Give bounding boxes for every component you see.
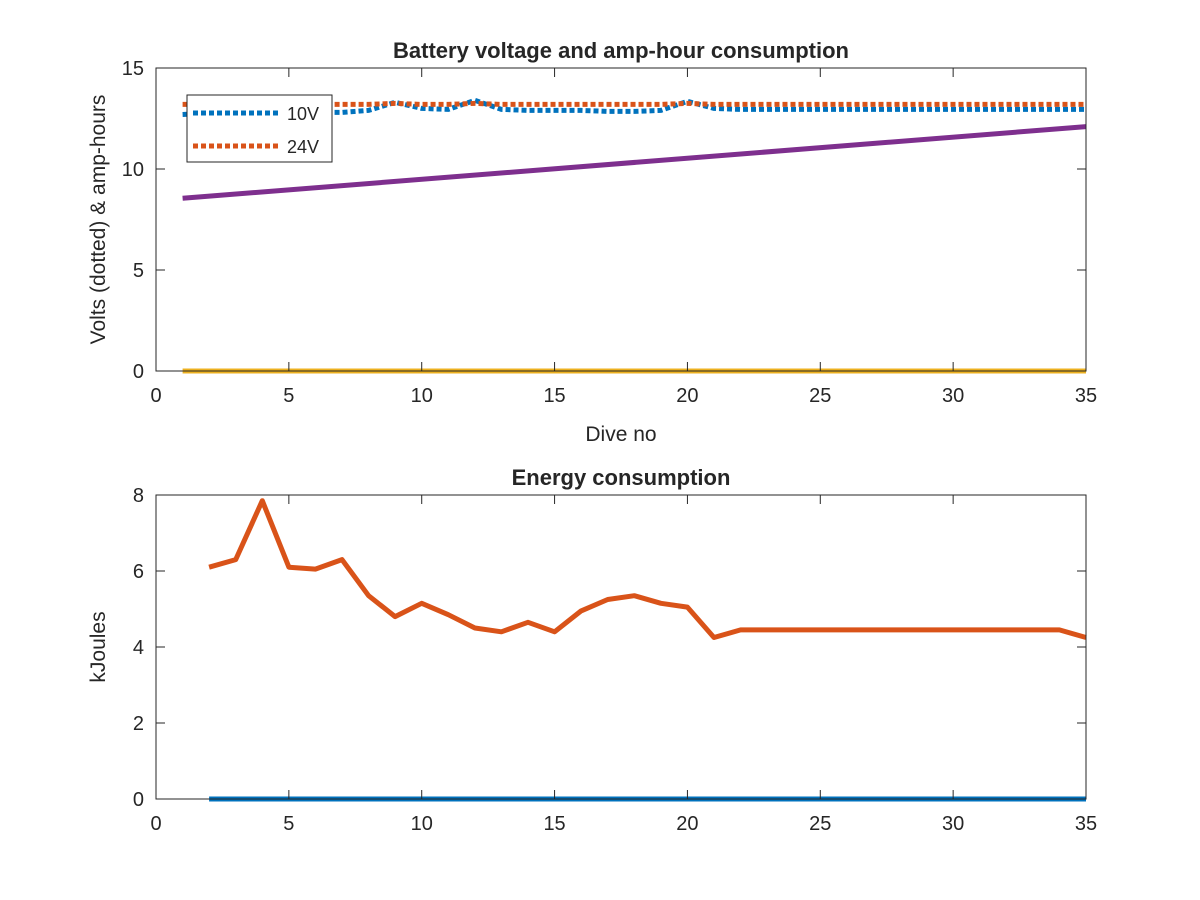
voltage-x-axis-label: Dive no [585,423,656,446]
energy-x-tick-label: 5 [283,813,294,835]
voltage-chart-title: Battery voltage and amp-hour consumption [393,38,849,63]
energy-ticks-layer: 0 5 10 15 20 25 30 35 0 2 4 6 8 [133,485,1097,835]
voltage-legend: 10V 24V [186,94,333,163]
legend-label-24v: 24V [287,137,319,157]
voltage-axes-box [155,67,1087,372]
voltage-x-tick-label: 20 [676,385,698,407]
energy-x-tick-label: 0 [150,813,161,835]
energy-x-tick-label: 35 [1075,813,1097,835]
voltage-y-tick-label: 0 [133,361,144,383]
energy-chart-title: Energy consumption [512,465,731,490]
energy-x-tick-label: 30 [942,813,964,835]
energy-x-tick-label: 10 [411,813,433,835]
energy-x-tick-label: 25 [809,813,831,835]
voltage-y-tick-label: 5 [133,260,144,282]
voltage-x-tick-label: 30 [942,385,964,407]
voltage-y-tick-label: 10 [122,159,144,181]
voltage-x-tick-label: 15 [543,385,565,407]
voltage-series-line-3 [182,124,1087,201]
voltage-x-tick-label: 35 [1075,385,1097,407]
voltage-x-tick-label: 0 [150,385,161,407]
voltage-ticks-layer: 0 5 10 15 20 25 30 35 0 5 10 15 [122,58,1097,407]
voltage-series-line-24v [182,100,1086,107]
energy-x-tick-label: 15 [543,813,565,835]
energy-subplot: 0 5 10 15 20 25 30 35 0 2 4 6 8 Energy consumption k… [87,465,1097,835]
energy-y-tick-label: 6 [133,561,144,583]
energy-y-tick-label: 0 [133,789,144,811]
legend-label-10v: 10V [287,104,319,124]
legend-box [186,94,333,163]
voltage-x-tick-label: 25 [809,385,831,407]
energy-y-axis-label: kJoules [87,611,110,682]
energy-y-tick-label: 2 [133,713,144,735]
voltage-x-tick-label: 5 [283,385,294,407]
energy-y-tick-label: 8 [133,485,144,507]
voltage-x-tick-label: 10 [411,385,433,407]
voltage-y-axis-label: Volts (dotted) & amp-hours [87,95,110,345]
energy-x-tick-label: 20 [676,813,698,835]
energy-series-line-1 [208,498,1087,640]
voltage-subplot: 0 5 10 15 20 25 30 35 0 5 10 15 Battery voltage and… [87,38,1097,446]
energy-y-tick-label: 4 [133,637,144,659]
energy-axes-box [155,494,1087,800]
voltage-y-tick-label: 15 [122,58,144,80]
voltage-series-line-10v [182,97,1086,117]
